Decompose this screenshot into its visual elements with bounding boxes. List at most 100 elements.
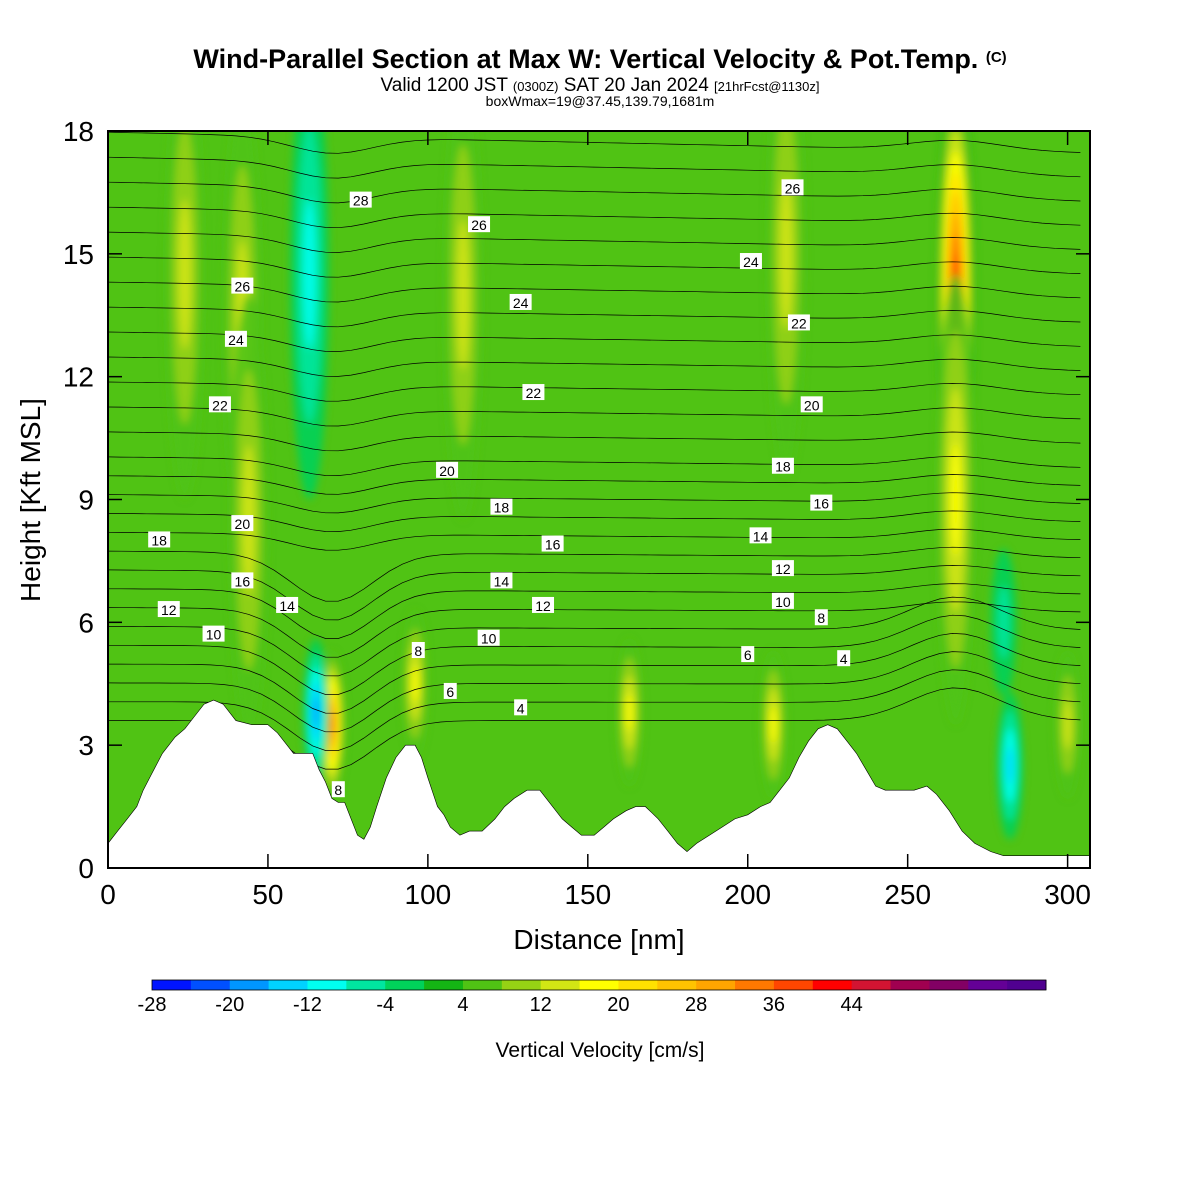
theta-contour [108,614,1081,695]
svg-text:10: 10 [481,631,497,647]
x-tick-label: 50 [252,879,283,910]
svg-text:14: 14 [753,528,769,544]
x-axis-label: Distance [nm] [513,924,684,955]
x-tick-label: 0 [100,879,116,910]
colorbar-swatch [735,980,775,990]
svg-text:10: 10 [206,627,222,643]
theta-label: 18 [771,457,794,475]
colorbar-swatch [968,980,1008,990]
w-feature [402,610,428,758]
theta-label: 20 [800,396,823,413]
theta-label: 8 [331,781,345,798]
colorbar-swatch [657,980,697,990]
svg-text:26: 26 [471,217,487,233]
theta-contour [108,306,1081,328]
x-tick-label: 250 [884,879,931,910]
theta-label: 24 [224,330,247,348]
vertical-velocity-field [165,131,1081,840]
w-feature [936,274,975,725]
theta-contour [108,356,1081,377]
w-feature [766,131,806,479]
theta-contour [108,565,1081,621]
x-tick-label: 200 [724,879,771,910]
x-tick-label: 300 [1044,879,1091,910]
chart-subtitle: Valid 1200 JST (0300Z) SAT 20 Jan 2024 [… [380,75,820,96]
theta-label: 14 [490,572,513,589]
svg-text:20: 20 [439,463,455,479]
theta-label: 22 [522,384,545,401]
svg-text:12: 12 [161,602,177,618]
theta-contour [108,596,1081,677]
colorbar-swatch [1007,980,1047,990]
svg-text:14: 14 [279,598,295,614]
theta-label: 16 [541,535,564,553]
w-feature [997,691,1023,840]
svg-text:24: 24 [513,295,529,311]
y-tick-label: 9 [78,485,94,516]
theta-contour [108,633,1081,714]
theta-contour [108,131,1081,154]
w-feature [443,131,483,520]
colorbar-tick-label: 44 [841,994,863,1016]
colorbar-swatch [462,980,503,990]
colorbar-swatch [229,980,270,990]
colorbar-swatch [696,980,736,990]
theta-label: 26 [468,216,491,233]
svg-text:22: 22 [526,385,542,401]
theta-contour [108,583,1081,639]
svg-text:18: 18 [151,532,167,548]
theta-contour [108,528,1081,551]
theta-contour [108,510,1081,532]
svg-text:16: 16 [235,573,251,589]
theta-label: 12 [532,596,555,614]
svg-text:8: 8 [334,782,342,798]
theta-contour [108,32,1080,55]
colorbar-swatch [540,980,581,990]
colorbar-swatch [579,980,619,990]
theta-contour [108,456,1081,476]
theta-label: 6 [741,646,755,663]
colorbar-swatch [890,980,930,990]
theta-label: 26 [781,179,804,196]
colorbar-tick-label: 20 [607,994,629,1016]
svg-text:6: 6 [446,684,454,700]
theta-label: 22 [208,396,231,413]
theta-label: 12 [771,560,794,577]
svg-text:20: 20 [235,516,251,532]
theta-contour [108,546,1081,602]
y-tick-label: 6 [78,607,94,638]
theta-contour [108,107,1080,128]
colorbar-swatch [268,980,308,990]
y-tick-label: 18 [63,116,94,147]
theta-contour [108,181,1081,204]
copyright-mark: (C) [985,49,1007,66]
colorbar-tick-label: -4 [376,994,394,1016]
theta-label: 8 [814,609,828,626]
svg-text:10: 10 [775,594,791,610]
theta-contour [108,431,1081,452]
w-feature [165,131,204,500]
colorbar-swatch [501,980,542,990]
theta-label: 4 [514,699,528,716]
colorbar-swatch [773,980,814,990]
theta-label: 14 [749,527,772,544]
theta-contour [108,381,1081,402]
colorbar: -28 -20 -12 -4 4 12 20 28 36 44 [138,979,1047,1016]
theta-label: 12 [157,601,180,618]
y-tick-label: 12 [63,362,94,393]
colorbar-tick-label: -20 [215,994,244,1016]
terrain [108,699,1090,868]
theta-contour [108,474,1081,495]
svg-text:8: 8 [817,610,825,626]
y-tick-label: 3 [78,730,94,761]
theta-contour [108,651,1081,733]
svg-text:4: 4 [517,700,525,716]
colorbar-tick-label: -12 [293,994,322,1016]
svg-text:20: 20 [804,397,820,413]
svg-text:22: 22 [212,397,228,413]
svg-text:18: 18 [775,459,791,475]
svg-text:24: 24 [743,254,759,270]
colorbar-tick-label: 28 [685,994,707,1016]
colorbar-swatch [307,980,347,990]
svg-text:14: 14 [494,573,510,589]
